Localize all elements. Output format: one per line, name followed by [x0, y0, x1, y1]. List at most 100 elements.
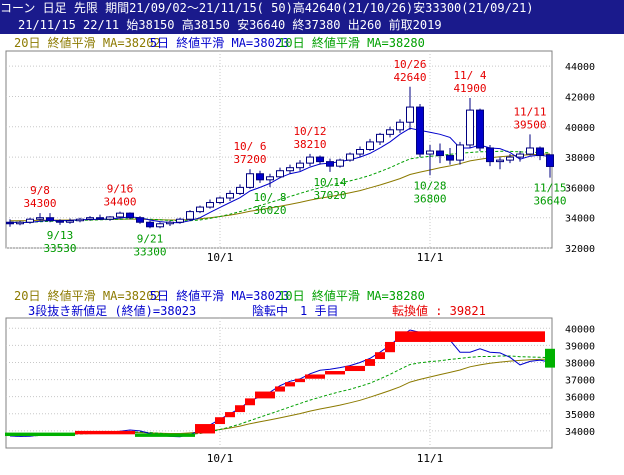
candle-body-up [516, 153, 524, 158]
peak-date-label: 10/ 6 [233, 140, 266, 153]
peak-value-label: 38210 [293, 138, 326, 151]
x-tick-label: 10/1 [207, 251, 234, 264]
title-bar-symbol-period: コーン 日足 先限 期間21/09/02～21/11/15( 50)高42640… [0, 0, 624, 17]
brick-up [195, 424, 215, 434]
candle-body-up [106, 216, 114, 220]
brick-up [285, 382, 295, 387]
peak-value-label: 34300 [23, 197, 56, 210]
candle-body-down [446, 155, 454, 161]
break-state-label: 陰転中 1 手目 [252, 303, 338, 318]
trough-value-label: 36800 [413, 192, 446, 205]
peak-value-label: 34400 [103, 196, 136, 209]
trough-date-label: 10/14 [313, 176, 346, 189]
brick-up [325, 371, 345, 375]
y-tick-label: 44000 [565, 62, 595, 73]
break-y-axis: 34000 35000 36000 37000 38000 39000 40000 [565, 324, 595, 438]
peak-date-label: 10/26 [393, 58, 426, 71]
candle-body-up [166, 221, 174, 225]
brick-up [75, 430, 135, 435]
candle-body-down [46, 217, 54, 222]
brick-up [385, 341, 395, 353]
candle-body-up [176, 218, 184, 223]
peak-date-label: 9/8 [30, 184, 50, 197]
candle-body-up [376, 133, 384, 143]
switch-value-label: 転換値 : 39821 [392, 303, 486, 318]
brick-down [135, 433, 195, 437]
trough-date-label: 9/21 [137, 232, 164, 245]
candle-body-up [26, 218, 34, 223]
brick-down [5, 432, 75, 437]
break-method-label: 3段抜き新値足 (終値)=38023 [28, 303, 196, 318]
y-tick-label: 40000 [565, 123, 595, 134]
peak-date-label: 11/ 4 [453, 69, 486, 82]
candle-body-up [236, 186, 244, 194]
candle-body-up [226, 192, 234, 199]
candle-body-up [116, 212, 124, 218]
break-chart-panel: 34000 35000 36000 37000 38000 39000 40000 10/1… [5, 288, 595, 465]
candle-body-up [366, 141, 374, 151]
brick-up [225, 412, 235, 418]
y-tick-label: 34000 [565, 214, 595, 225]
y-tick-label: 35000 [565, 410, 595, 421]
brick-up [305, 374, 325, 379]
candle-body-down [546, 154, 554, 167]
candle-body-down [326, 161, 334, 167]
x-tick-label: 11/1 [417, 452, 444, 465]
candle-body-down [316, 156, 324, 163]
peak-value-label: 39500 [513, 118, 546, 131]
candle-body-down [486, 147, 494, 163]
candle-body-up [386, 129, 394, 135]
candle-body-up [206, 202, 214, 208]
candle-body-down [56, 220, 64, 223]
brick-up [275, 386, 285, 392]
peak-value-label: 42640 [393, 71, 426, 84]
break-x-axis: 10/1 11/1 [207, 452, 444, 465]
line-break-series [5, 331, 555, 437]
brick-up [395, 331, 545, 342]
peak-date-label: 9/16 [107, 183, 134, 196]
x-tick-label: 11/1 [417, 251, 444, 264]
main-y-axis: 32000 34000 36000 38000 40000 42000 44000 [565, 62, 595, 255]
candle-body-up [296, 162, 304, 169]
candle-body-up [16, 221, 24, 225]
candle-body-up [186, 211, 194, 220]
candle-body-up [526, 147, 534, 155]
candle-body-up [506, 156, 514, 161]
brick-up [365, 359, 375, 366]
main-chart-panel: 32000 34000 36000 38000 40000 42000 44000 10/1… [5, 35, 595, 264]
y-tick-label: 38000 [565, 358, 595, 369]
candle-body-up [306, 156, 314, 164]
candle-body-down [126, 212, 134, 219]
candle-body-up [156, 223, 164, 228]
candle-body-up [266, 176, 274, 181]
y-tick-label: 42000 [565, 92, 595, 103]
legend-entry: 20日 終値平滑 MA=38202 [14, 35, 161, 50]
brick-up [255, 391, 275, 399]
candle-body-down [436, 150, 444, 157]
candle-body-down [416, 106, 424, 155]
brick-up [345, 365, 365, 372]
candle-body-up [246, 173, 254, 188]
candle-body-up [346, 153, 354, 161]
candle-body-up [36, 217, 44, 220]
candle-body-down [96, 217, 104, 220]
brick-up [375, 352, 385, 360]
trough-value-label: 36640 [533, 195, 566, 208]
main-x-axis: 10/1 11/1 [207, 251, 444, 264]
title-bar-latest-quote: 21/11/15 22/11 始38150 高38150 安36640 終373… [0, 17, 624, 34]
candlestick-series [6, 86, 554, 229]
trough-value-label: 33530 [43, 242, 76, 255]
candle-body-up [86, 217, 94, 220]
x-tick-label: 10/1 [207, 452, 234, 465]
candle-body-up [76, 218, 84, 222]
candle-body-down [256, 173, 264, 181]
candle-body-up [426, 150, 434, 155]
y-tick-label: 38000 [565, 153, 595, 164]
legend-entry: 5日 終値平滑 MA=38023 [150, 288, 289, 303]
candle-body-down [6, 221, 14, 225]
peak-date-label: 10/12 [293, 125, 326, 138]
brick-up [235, 405, 245, 413]
candle-body-up [396, 121, 404, 131]
legend-entry: 5日 終値平滑 MA=38023 [150, 35, 289, 50]
